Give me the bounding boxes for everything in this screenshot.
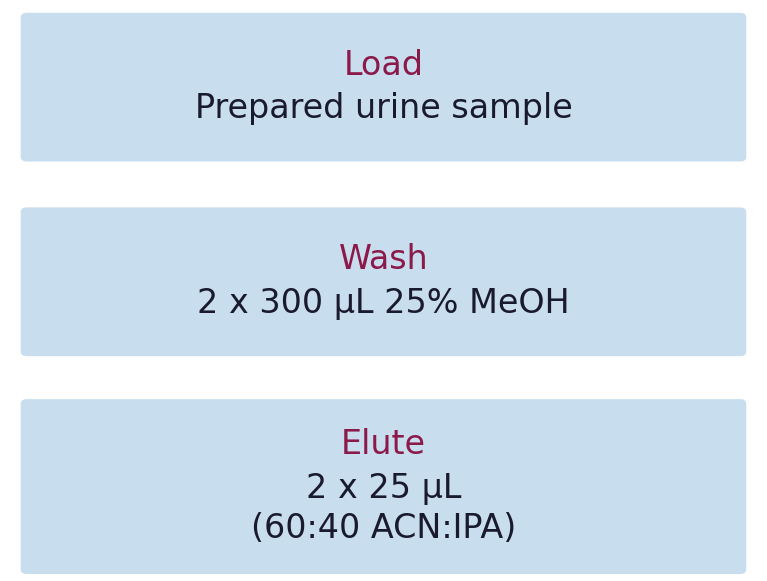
Text: Wash: Wash <box>338 243 429 277</box>
Text: 2 x 300 μL 25% MeOH: 2 x 300 μL 25% MeOH <box>197 287 570 320</box>
FancyBboxPatch shape <box>21 207 746 356</box>
Text: 2 x 25 μL: 2 x 25 μL <box>306 472 461 504</box>
FancyBboxPatch shape <box>21 399 746 574</box>
Text: Prepared urine sample: Prepared urine sample <box>195 92 572 125</box>
Text: (60:40 ACN:IPA): (60:40 ACN:IPA) <box>251 512 516 545</box>
Text: Load: Load <box>344 49 423 82</box>
FancyBboxPatch shape <box>21 13 746 162</box>
Text: Elute: Elute <box>341 428 426 461</box>
